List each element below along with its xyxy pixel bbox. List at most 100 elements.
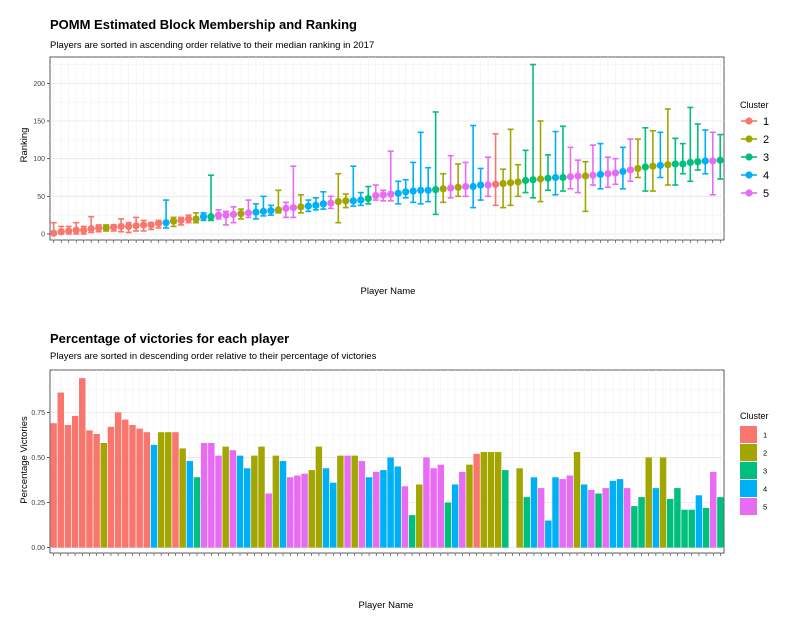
chart2-bar-49	[394, 466, 401, 548]
chart2-bar-58	[459, 471, 466, 548]
chart1-legend-key	[745, 135, 753, 143]
chart1-point-52	[432, 111, 440, 216]
chart1-median-point	[439, 185, 447, 193]
chart1-point-32	[282, 201, 290, 219]
chart2-bar-27	[236, 455, 244, 548]
chart2-legend-label: 2	[763, 449, 767, 458]
chart1-point-10	[117, 218, 125, 233]
chart2-bar-56	[444, 502, 452, 548]
chart2-bar-42	[344, 455, 351, 548]
chart2-bar-82	[631, 506, 638, 548]
chart2-y-tick-label: 0.00	[31, 545, 45, 552]
chart1-point-36	[312, 197, 320, 211]
chart1-median-point	[199, 213, 208, 221]
chart1-median-point	[319, 200, 327, 208]
chart2-bar-84	[645, 457, 652, 548]
chart2-bar-86	[659, 457, 667, 548]
chart1-point-59	[484, 156, 492, 198]
chart2-bar-17	[165, 432, 172, 548]
chart1-point-38	[327, 195, 335, 210]
chart1-median-point	[125, 222, 133, 231]
chart1-median-point	[514, 178, 522, 186]
chart1-median-point	[87, 225, 95, 233]
chart1-point-70	[566, 146, 575, 190]
chart1-point-47	[394, 180, 402, 205]
chart1-legend-key	[745, 171, 753, 179]
chart2-bar-92	[702, 507, 710, 548]
chart1-point-35	[304, 199, 312, 213]
chart2-bar-34	[286, 477, 294, 548]
chart1-legend-item-5: 5	[741, 188, 769, 200]
chart1-point-71	[574, 159, 582, 194]
chart2-bar-38	[315, 446, 323, 548]
chart1-median-point	[604, 170, 612, 178]
chart1-median-point	[50, 229, 58, 237]
chart2-bar-45	[365, 477, 373, 548]
chart2-bar-29	[251, 455, 258, 548]
chart1-point-73	[589, 144, 597, 186]
chart1-x-ticks	[53, 240, 721, 243]
chart1-point-85	[679, 142, 687, 175]
chart2-bar-53	[423, 457, 430, 548]
chart1-legend-item-3: 3	[741, 152, 769, 164]
chart2-title: Percentage of victories for each player	[50, 331, 289, 346]
chart1-title: POMM Estimated Block Membership and Rank…	[50, 17, 357, 32]
chart2-bar-19	[179, 448, 186, 548]
chart1-median-point	[506, 179, 515, 187]
chart1-point-44	[372, 184, 380, 201]
chart1-point-79	[634, 138, 642, 179]
chart1-median-point	[694, 158, 702, 166]
chart1-point-21	[199, 212, 208, 222]
chart1-y-axis-label: Ranking	[19, 128, 30, 163]
chart1-y-tick-label: 0	[41, 231, 45, 238]
chart1-point-8	[102, 224, 110, 232]
chart1-y-tick-label: 150	[33, 119, 45, 126]
chart2-bar-2	[57, 392, 64, 548]
chart1-median-point	[364, 194, 372, 203]
chart1-point-83	[664, 108, 672, 186]
chart1-point-66	[536, 120, 545, 203]
chart1-median-point	[72, 226, 80, 234]
chart1-y-tick-label: 100	[33, 156, 45, 163]
chart1-median-point	[484, 181, 492, 189]
chart1-point-12	[132, 216, 140, 232]
chart1-point-6	[87, 215, 95, 234]
chart2-bar-32	[272, 455, 280, 548]
chart1-median-point	[327, 199, 335, 207]
chart1-median-point	[282, 204, 290, 212]
chart1-median-point	[57, 228, 65, 236]
chart1-point-56	[462, 161, 470, 198]
chart1-legend-key	[745, 117, 753, 125]
chart1-median-point	[394, 189, 402, 197]
chart1-median-point	[559, 173, 567, 182]
chart2-bar-85	[652, 488, 660, 548]
chart1-median-point	[117, 222, 125, 231]
chart1-point-50	[417, 131, 425, 205]
chart2-bar-21	[193, 477, 201, 548]
chart1-point-17	[169, 216, 178, 228]
chart1-point-76	[611, 157, 620, 186]
chart1-point-3	[65, 225, 73, 235]
chart1-median-point	[477, 181, 485, 189]
chart2-bar-37	[308, 470, 315, 548]
chart1-point-55	[454, 163, 462, 198]
chart1-point-67	[544, 154, 552, 192]
chart1-panel	[49, 56, 725, 241]
chart1-x-axis-label: Player Name	[361, 286, 416, 297]
chart1-median-point	[544, 174, 552, 182]
chart1-median-point	[207, 213, 215, 221]
chart2-bar-11	[122, 419, 129, 548]
chart2-bar-35	[294, 475, 301, 548]
chart1-point-58	[477, 167, 485, 201]
chart1-median-point	[259, 207, 268, 215]
chart1-median-point	[357, 196, 365, 204]
chart2-legend-item-1: 1	[740, 426, 767, 443]
chart1-median-point	[641, 163, 649, 171]
chart2-bar-67	[523, 497, 531, 548]
chart1-median-point	[536, 175, 545, 183]
chart1-point-27	[244, 199, 253, 219]
chart1-median-point	[132, 222, 140, 230]
chart1-point-82	[656, 131, 664, 179]
chart2-bar-55	[437, 464, 445, 548]
chart1-median-point	[222, 211, 230, 219]
